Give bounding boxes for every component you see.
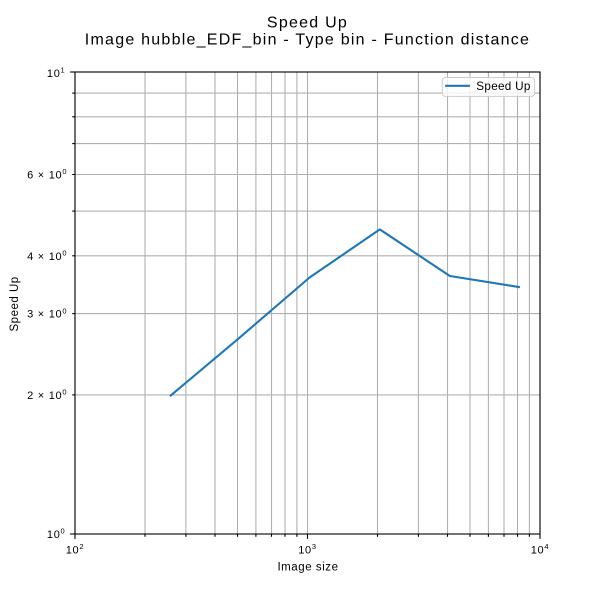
svg-text:Speed Up: Speed Up xyxy=(476,80,531,93)
svg-text:Speed Up: Speed Up xyxy=(9,276,21,331)
svg-text:2 × 100: 2 × 100 xyxy=(27,388,67,402)
svg-text:100: 100 xyxy=(47,527,66,541)
svg-text:4 × 100: 4 × 100 xyxy=(27,248,67,262)
svg-text:Image hubble_EDF_bin - Type bi: Image hubble_EDF_bin - Type bin - Functi… xyxy=(85,31,530,48)
svg-text:Image size: Image size xyxy=(277,561,338,573)
svg-text:103: 103 xyxy=(298,542,317,556)
svg-text:102: 102 xyxy=(66,542,85,556)
svg-text:104: 104 xyxy=(531,542,550,556)
svg-text:Speed Up: Speed Up xyxy=(267,15,348,32)
svg-text:3 × 100: 3 × 100 xyxy=(27,306,67,320)
svg-text:101: 101 xyxy=(47,66,66,80)
svg-text:6 × 100: 6 × 100 xyxy=(27,167,67,181)
